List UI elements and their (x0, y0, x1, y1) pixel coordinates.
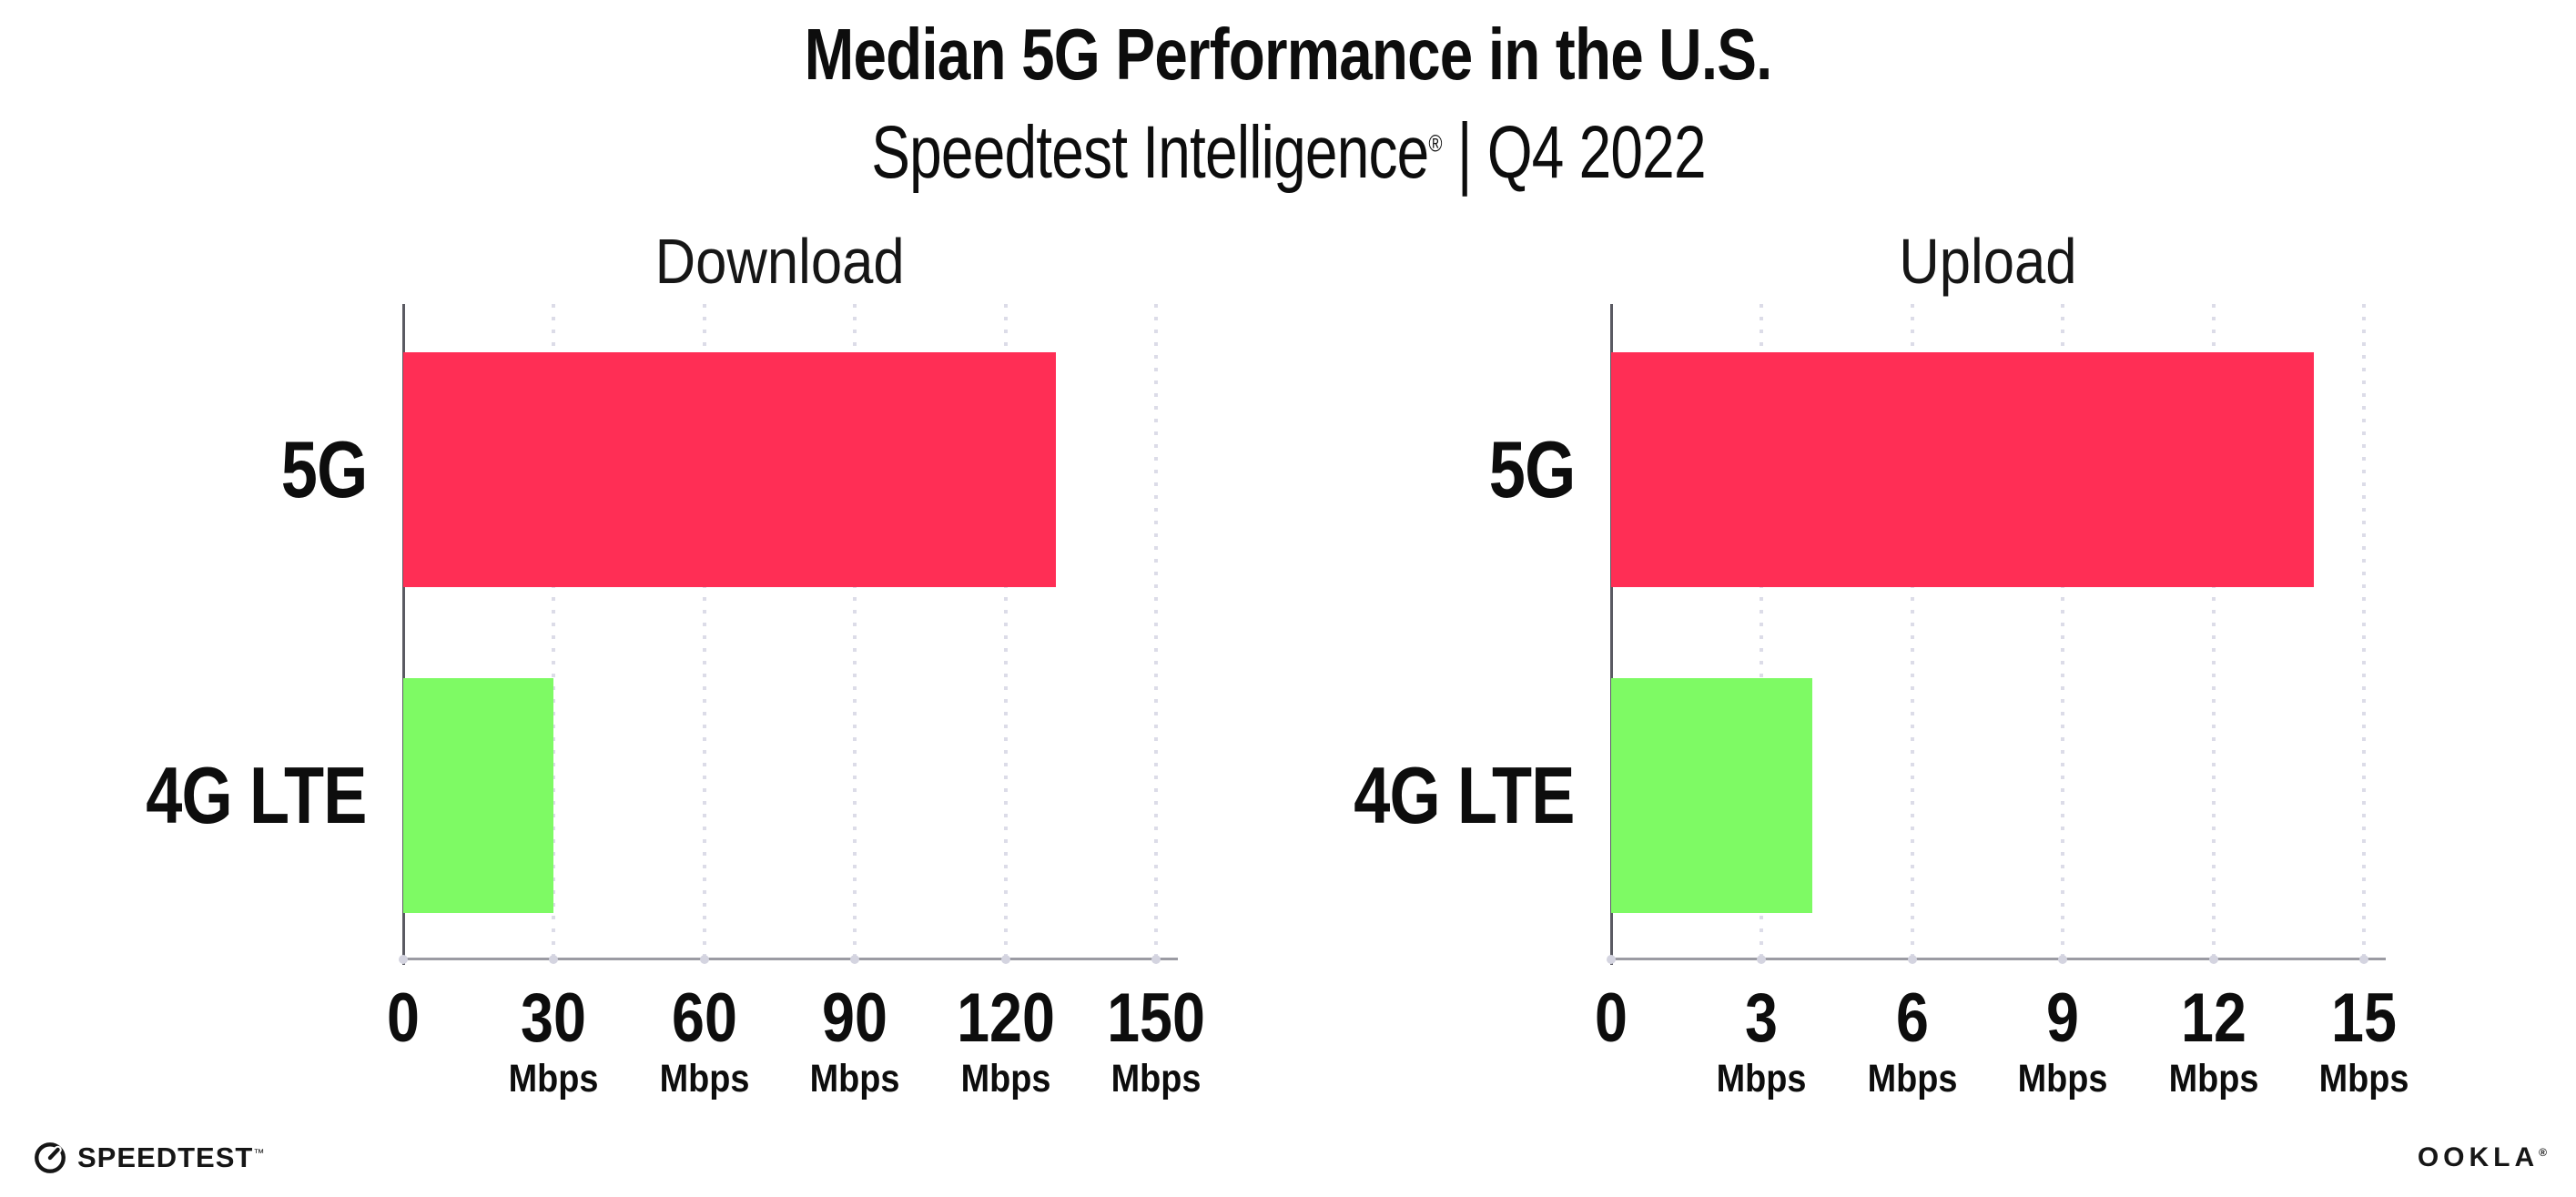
y-axis-line-upload (1610, 304, 1613, 966)
category-labels-upload: 5G 4G LTE (1335, 304, 1576, 959)
ookla-label: OOKLA (2417, 1142, 2540, 1172)
tick-unit-download-30: Mbps (508, 1057, 599, 1101)
tick-number-download-0: 0 (387, 979, 420, 1057)
tick-label-upload-12: 12 Mbps (2162, 959, 2264, 1101)
tick-label-download-120: 120 Mbps (948, 959, 1063, 1101)
tick-dot-download-150 (1151, 955, 1161, 964)
tick-dot-download-30 (549, 955, 559, 964)
tick-dot-upload-0 (1607, 955, 1616, 964)
tick-label-download-60: 60 Mbps (654, 959, 756, 1101)
tick-label-upload-0: 0 (1592, 959, 1630, 1053)
tick-number-upload-9: 9 (2046, 979, 2080, 1057)
gridline-upload-9 (2061, 304, 2065, 959)
tick-dot-upload-6 (1907, 955, 1917, 964)
tick-number-download-30: 30 (521, 979, 587, 1057)
speedtest-gauge-icon (33, 1141, 67, 1175)
tick-unit-download-60: Mbps (659, 1057, 750, 1101)
gridline-upload-12 (2211, 304, 2216, 959)
tick-label-upload-9: 9 Mbps (2012, 959, 2114, 1101)
x-tick-labels-download: 0 30 Mbps 60 Mbps 90 Mbps 120 Mbps 150 Mbps (387, 959, 1205, 1118)
gridline-download-60 (702, 304, 706, 959)
category-labels-download: 5G 4G LTE (127, 304, 368, 959)
chart-upload: Upload 5G 4G LTE 0 3 Mbps 6 Mbps 9 Mbps 12 Mbps 15 Mb… (1335, 218, 2409, 1118)
subtitle-brand: Speedtest Intelligence (870, 111, 1429, 194)
tick-number-upload-6: 6 (1895, 979, 1929, 1057)
tick-label-upload-6: 6 Mbps (1861, 959, 1963, 1101)
tick-unit-download-150: Mbps (1111, 1057, 1202, 1101)
tick-label-download-90: 90 Mbps (804, 959, 906, 1101)
tick-unit-upload-9: Mbps (2017, 1057, 2108, 1101)
x-axis-line-upload (1610, 958, 2386, 960)
tick-label-download-0: 0 (384, 959, 422, 1053)
x-axis-line-download (402, 958, 1178, 960)
bar-upload-5g (1611, 352, 2314, 587)
speedtest-label: SPEEDTEST (77, 1141, 254, 1173)
tick-number-upload-3: 3 (1745, 979, 1779, 1057)
tick-unit-upload-12: Mbps (2168, 1057, 2258, 1101)
category-label-5g: 5G (280, 424, 367, 514)
chart-title-text-download: Download (654, 226, 905, 297)
header: Median 5G Performance in the U.S. Speedt… (0, 0, 2576, 196)
tick-dot-upload-15 (2359, 955, 2368, 964)
tick-label-download-30: 30 Mbps (502, 959, 604, 1101)
tick-dot-download-60 (699, 955, 709, 964)
tick-dot-download-0 (399, 955, 408, 964)
chart-title-upload: Upload (1611, 218, 2364, 304)
y-axis-line-download (402, 304, 405, 966)
speedtest-logo: SPEEDTEST™ (33, 1141, 265, 1175)
tick-label-upload-15: 15 Mbps (2313, 959, 2415, 1101)
ookla-registered-mark: ® (2539, 1146, 2547, 1159)
bar-download-5g (403, 352, 1056, 587)
gridline-download-90 (853, 304, 857, 959)
subtitle-period: Q4 2022 (1486, 111, 1706, 194)
plot-row-download: 5G 4G LTE (127, 304, 1183, 966)
tick-dot-download-90 (850, 955, 860, 964)
gridline-download-120 (1003, 304, 1008, 959)
tick-number-upload-0: 0 (1595, 979, 1628, 1057)
tick-number-download-90: 90 (822, 979, 888, 1057)
tick-number-download-150: 150 (1107, 979, 1205, 1057)
registered-mark: ® (1427, 129, 1442, 157)
tick-unit-download-90: Mbps (809, 1057, 900, 1101)
gridline-upload-3 (1760, 304, 1764, 959)
x-tick-labels-upload: 0 3 Mbps 6 Mbps 9 Mbps 12 Mbps 15 Mbps (1595, 959, 2409, 1118)
chart-title-download: Download (403, 218, 1156, 304)
plot-row-upload: 5G 4G LTE (1335, 304, 2391, 966)
page-title-text: Median 5G Performance in the U.S. (804, 14, 1773, 95)
tick-dot-download-120 (1000, 955, 1010, 964)
speedtest-trademark: ™ (253, 1146, 266, 1160)
plot-upload (1607, 304, 2386, 966)
subtitle-inner: Speedtest Intelligence® | Q4 2022 (870, 109, 1706, 196)
tick-dot-upload-3 (1757, 955, 1767, 964)
page-title: Median 5G Performance in the U.S. (0, 16, 2576, 93)
category-label-5g: 5G (1488, 424, 1575, 514)
speedtest-wordmark: SPEEDTEST™ (77, 1141, 265, 1174)
chart-download: Download 5G 4G LTE 0 30 Mbps 60 Mbps 90 Mbps 120 Mb… (127, 218, 1205, 1118)
tick-number-download-60: 60 (671, 979, 737, 1057)
tick-label-upload-3: 3 Mbps (1710, 959, 1812, 1101)
page-subtitle: Speedtest Intelligence® | Q4 2022 (0, 109, 2576, 196)
tick-unit-upload-15: Mbps (2318, 1057, 2409, 1101)
plot-download (399, 304, 1178, 966)
tick-dot-upload-12 (2208, 955, 2218, 964)
subtitle-separator: | (1456, 107, 1472, 198)
tick-unit-upload-3: Mbps (1716, 1057, 1807, 1101)
tick-unit-upload-6: Mbps (1867, 1057, 1958, 1101)
tick-number-download-120: 120 (956, 979, 1055, 1057)
category-label-4g-lte: 4G LTE (146, 750, 368, 840)
tick-dot-upload-9 (2058, 955, 2068, 964)
gridline-upload-15 (2362, 304, 2366, 959)
tick-label-download-150: 150 Mbps (1099, 959, 1214, 1101)
ookla-logo: OOKLA® (2418, 1142, 2547, 1173)
bar-upload-4g-lte (1611, 678, 1812, 913)
gridline-upload-6 (1910, 304, 1914, 959)
chart-title-text-upload: Upload (1898, 226, 2077, 297)
bar-download-4g-lte (403, 678, 554, 913)
tick-number-upload-12: 12 (2180, 979, 2246, 1057)
tick-unit-download-120: Mbps (960, 1057, 1050, 1101)
category-label-4g-lte: 4G LTE (1354, 750, 1576, 840)
gridline-download-30 (552, 304, 556, 959)
tick-number-upload-15: 15 (2331, 979, 2397, 1057)
gridline-download-150 (1154, 304, 1158, 959)
